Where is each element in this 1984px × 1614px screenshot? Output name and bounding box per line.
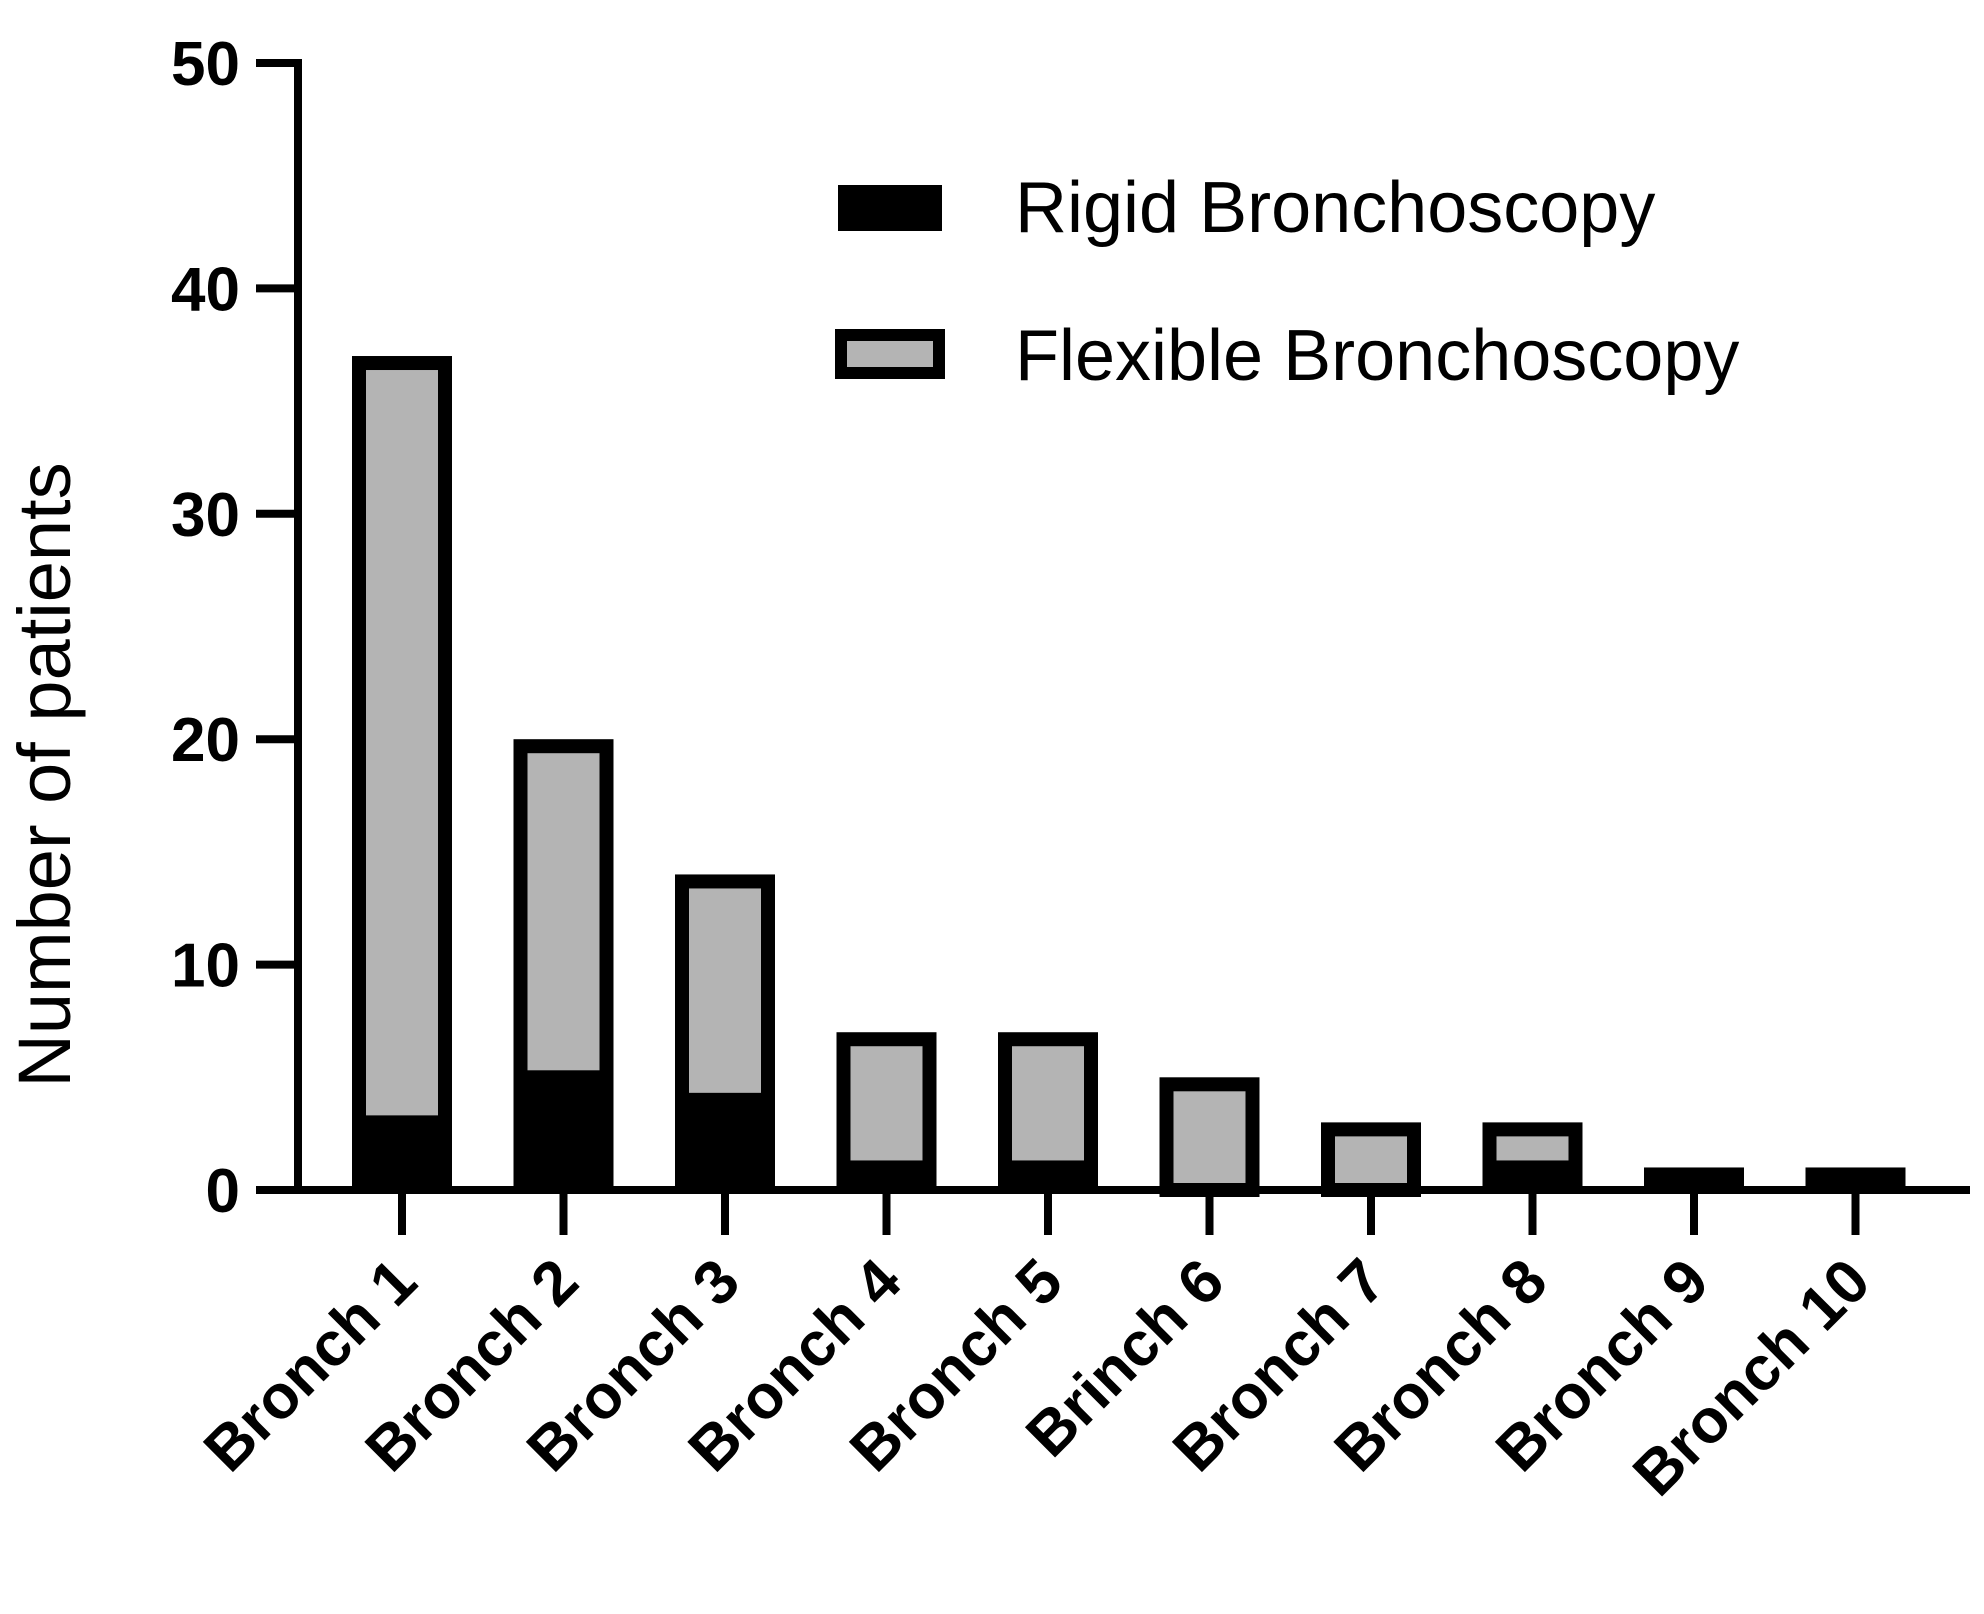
bar-group [1644,1167,1744,1190]
bar-group [998,1032,1098,1190]
bar-flexible [352,356,452,1130]
legend-swatch-rigid [838,185,942,231]
bar-flexible [1159,1077,1260,1198]
bar-rigid [675,1099,775,1190]
legend-label-flexible: Flexible Bronchoscopy [1015,316,1739,396]
y-tick-label: 0 [206,1157,240,1226]
y-tick-label: 30 [171,481,240,550]
bar-flexible [998,1032,1098,1175]
bar-group [513,739,614,1190]
bar-flexible [836,1032,937,1175]
bar-flexible [1482,1122,1583,1175]
bar-group [352,356,452,1190]
bar-group [1159,1077,1260,1198]
legend: Rigid Bronchoscopy Flexible Bronchoscopy [835,168,1739,396]
y-tick-label: 10 [171,932,240,1001]
bar-rigid [1805,1167,1906,1190]
y-tick-label: 50 [171,30,240,99]
bar-group [1805,1167,1906,1190]
y-tick-label: 20 [171,706,240,775]
bar-rigid [513,1077,614,1190]
bars [352,356,1906,1198]
bar-flexible [513,739,614,1085]
bar-group [1482,1122,1583,1190]
bar-rigid [1644,1167,1744,1190]
bar-flexible [675,874,775,1107]
legend-label-rigid: Rigid Bronchoscopy [1015,168,1655,248]
y-tick-label: 40 [171,255,240,324]
bar-flexible [1321,1122,1421,1198]
y-axis-title: Number of patients [3,462,86,1087]
legend-swatch-flexible [835,329,945,379]
bar-group [836,1032,937,1190]
bar-rigid [352,1122,452,1190]
bar-group [675,874,775,1190]
bar-group [1321,1122,1421,1198]
